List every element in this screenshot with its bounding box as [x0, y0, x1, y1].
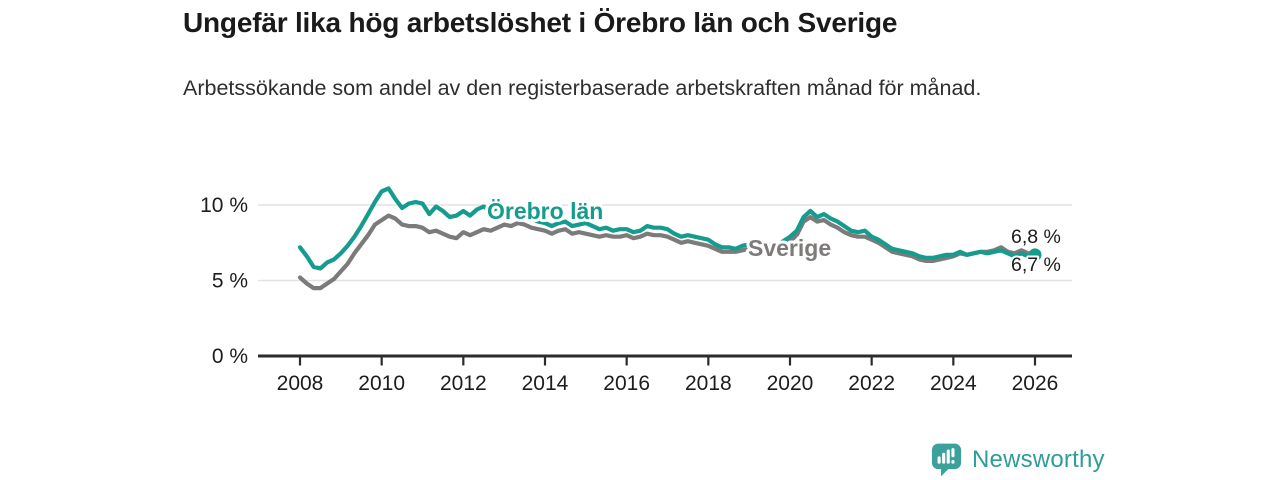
- x-tick-label-2026: 2026: [1012, 372, 1059, 395]
- logo-bar-medium: [942, 452, 946, 464]
- newsworthy-logo[interactable]: Newsworthy: [931, 442, 1105, 478]
- bar-chart-badge-icon: [931, 443, 962, 477]
- series-label-orebro: Örebro län: [487, 198, 603, 224]
- logo-exclamation-bar: [951, 448, 955, 458]
- end-value-orebro: 6,7 %: [1011, 254, 1061, 276]
- x-tick-label-2012: 2012: [440, 372, 487, 395]
- logo-bar-small: [937, 456, 941, 464]
- logo-exclamation-dot: [951, 460, 955, 464]
- brand-name: Newsworthy: [972, 446, 1105, 473]
- chart-subtitle: Arbetssökande som andel av den registerb…: [183, 76, 982, 100]
- x-tick-label-2020: 2020: [767, 372, 814, 395]
- x-tick-label-2018: 2018: [685, 372, 732, 395]
- x-tick-label-2008: 2008: [277, 372, 324, 395]
- x-tick-label-2010: 2010: [358, 372, 405, 395]
- line-sverige: [297, 213, 1038, 291]
- y-tick-label-5pct: 5 %: [212, 270, 248, 293]
- logo-bar-tall: [946, 449, 950, 464]
- x-tick-label-2016: 2016: [603, 372, 650, 395]
- x-tick-label-2022: 2022: [848, 372, 895, 395]
- end-dot-orebro: [1028, 248, 1042, 262]
- y-tick-label-10pct: 10 %: [200, 194, 248, 217]
- series-label-sverige: Sverige: [748, 235, 831, 261]
- line-orebro-lan: [297, 186, 1038, 271]
- y-tick-label-0pct: 0 %: [212, 345, 248, 368]
- x-tick-label-2024: 2024: [930, 372, 977, 395]
- logo-badge: [931, 443, 962, 477]
- x-tick-label-2014: 2014: [522, 372, 569, 395]
- end-value-sverige: 6,8 %: [1011, 226, 1061, 248]
- page-title: Ungefär lika hög arbetslöshet i Örebro l…: [183, 7, 898, 38]
